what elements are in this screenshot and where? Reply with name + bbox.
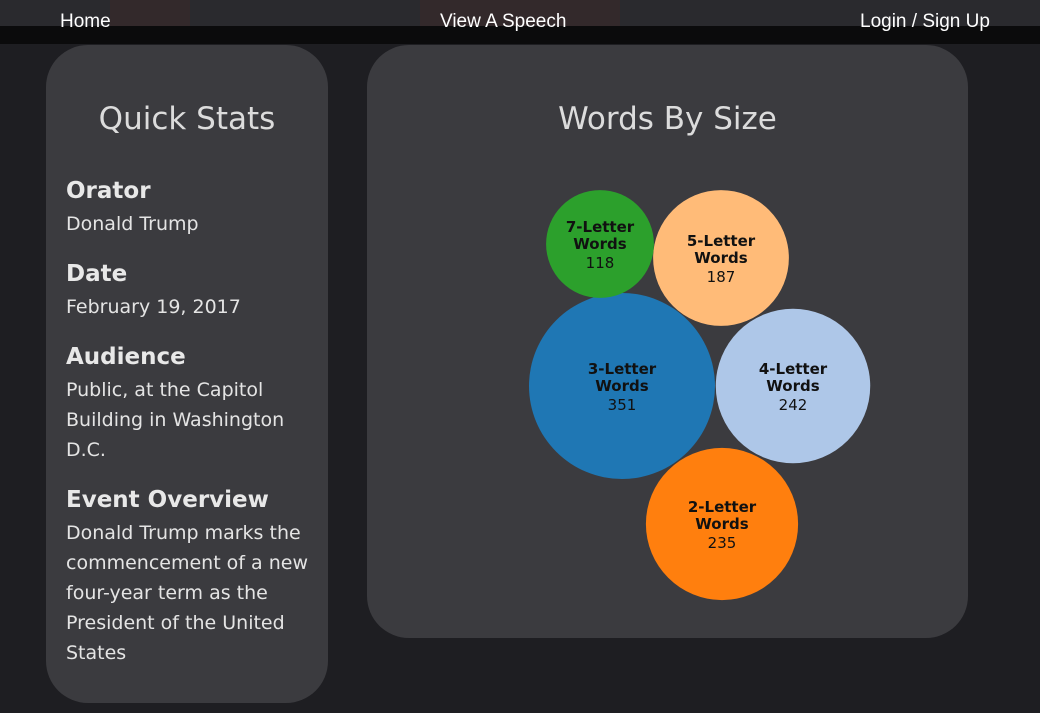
bubble-label-line1: 4-Letter bbox=[759, 360, 828, 378]
bubble-label-line2: Words bbox=[766, 377, 819, 395]
bubble-value: 351 bbox=[608, 396, 637, 414]
bubble-label-line2: Words bbox=[595, 377, 648, 395]
banner-image bbox=[420, 0, 620, 26]
event-overview-value: Donald Trump marks the commencement of a… bbox=[66, 522, 308, 664]
bubble-chart: 3-LetterWords3514-LetterWords2422-Letter… bbox=[529, 190, 871, 601]
bubble-label-line1: 5-Letter bbox=[687, 232, 756, 250]
orator-label: Orator bbox=[66, 178, 151, 204]
orator-value: Donald Trump bbox=[66, 213, 199, 235]
navbar: Home View A Speech Login / Sign Up bbox=[0, 0, 1040, 44]
bubble-circle bbox=[529, 293, 715, 479]
bubble-circle bbox=[715, 308, 871, 464]
audience-stat: Audience Public, at the Capitol Building… bbox=[66, 343, 316, 465]
quick-stats-title: Quick Stats bbox=[98, 101, 276, 137]
words-by-size-panel: Words By Size 3-Letter Words 351 4-Letter Wo… bbox=[367, 45, 968, 638]
bubble-label-line2: Words bbox=[695, 515, 748, 533]
banner-image bbox=[110, 0, 190, 26]
audience-value: Public, at the Capitol Building in Washi… bbox=[66, 379, 285, 461]
bubble-label-line2: Words bbox=[573, 235, 626, 253]
bubble-label-line2: Words bbox=[694, 249, 747, 267]
date-stat: Date February 19, 2017 bbox=[66, 260, 316, 322]
audience-label: Audience bbox=[66, 344, 186, 370]
bubble-label-line1: 2-Letter bbox=[688, 498, 757, 516]
quick-stats-panel: Quick Stats Orator Donald Trump Date Feb… bbox=[46, 45, 328, 703]
orator-stat: Orator Donald Trump bbox=[66, 177, 316, 239]
date-label: Date bbox=[66, 261, 128, 287]
nav-view-speech-link[interactable]: View A Speech bbox=[440, 11, 567, 32]
bubble-label-line1: 7-Letter bbox=[566, 218, 635, 236]
bubble-label-line1: 3-Letter bbox=[588, 360, 657, 378]
event-overview-label: Event Overview bbox=[66, 487, 269, 513]
bubble-value: 242 bbox=[779, 396, 808, 414]
bubble-value: 235 bbox=[708, 534, 737, 552]
nav-login-link[interactable]: Login / Sign Up bbox=[860, 11, 990, 32]
event-overview-stat: Event Overview Donald Trump marks the co… bbox=[66, 486, 316, 668]
bubble-circle bbox=[653, 190, 789, 326]
bubble-circle bbox=[645, 447, 799, 601]
date-value: February 19, 2017 bbox=[66, 296, 241, 318]
chart-title: Words By Size bbox=[558, 101, 777, 137]
bubble-value: 118 bbox=[586, 254, 615, 272]
bubble-circle bbox=[546, 190, 654, 298]
nav-home-link[interactable]: Home bbox=[60, 11, 111, 32]
bubble-value: 187 bbox=[707, 268, 736, 286]
